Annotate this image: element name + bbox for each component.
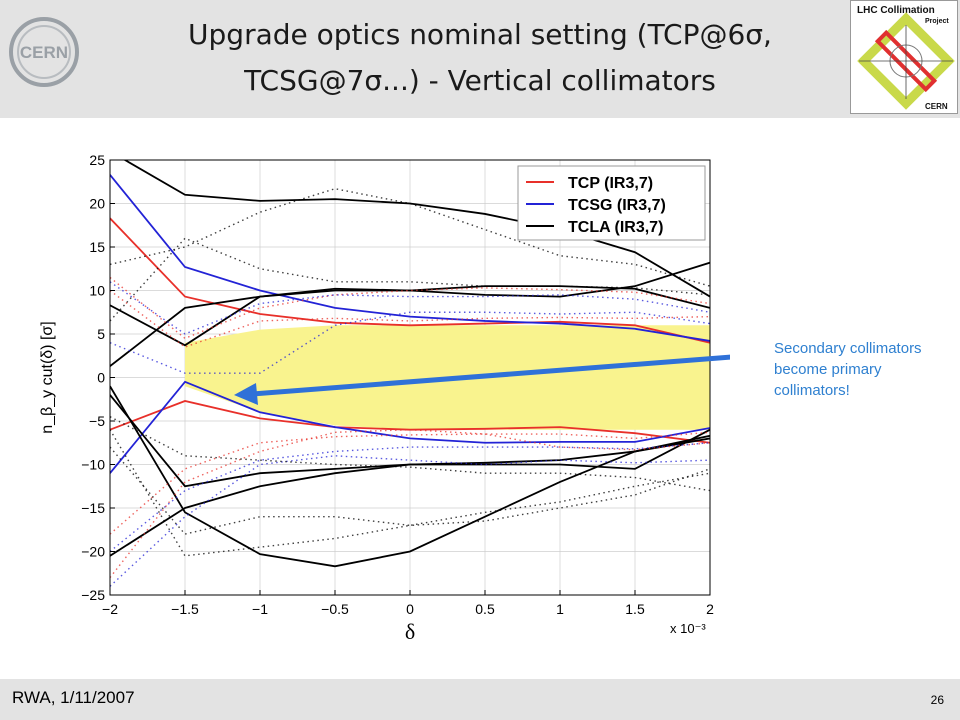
x-axis-label: δ [405,619,415,644]
lhc-logo-project: Project [925,18,949,25]
series-tcp-dotted-line [110,289,710,348]
x-tick-label: 2 [706,601,714,617]
chart-legend: TCP (IR3,7) TCSG (IR3,7) TCLA (IR3,7) [517,165,706,241]
series-tcla-solid-line [110,385,710,568]
y-tick-label: 15 [89,239,105,255]
x-tick-label: −1.5 [171,601,199,617]
series-tcsg-solid-line [110,174,710,342]
y-tick-label: −20 [81,544,105,560]
y-tick-label: 20 [89,196,105,212]
cern-logo-text: CERN [20,43,68,62]
legend-label: TCSG (IR3,7) [568,197,666,214]
y-tick-label: 5 [97,326,105,342]
lhc-collimation-logo: LHC Collimation Project CERN [850,0,958,114]
lhc-logo-cern: CERN [925,102,948,111]
slide-header [0,0,960,118]
y-axis-label: n_β_y cut(δ) [σ] [39,321,56,433]
x-tick-label: 1.5 [625,601,645,617]
footer-author-date: RWA, 1/11/2007 [12,688,135,707]
series-tcp-dotted-line [110,428,710,579]
x-tick-label: −0.5 [321,601,349,617]
title-line-1: Upgrade optics nominal setting (TCP@6σ, [188,18,772,51]
y-tick-label: 10 [89,283,105,299]
callout-text: Secondary collimators become primary col… [774,340,922,399]
slide-footer [0,679,960,720]
y-tick-label: −10 [81,457,105,473]
x-axis-multiplier: x 10⁻³ [670,621,706,636]
legend-label: TCLA (IR3,7) [568,219,663,236]
series-tcp-solid-line [110,217,710,344]
y-tick-label: −15 [81,500,105,516]
cern-logo: CERN [9,17,79,87]
x-tick-label: −2 [102,601,118,617]
title-line-2: TCSG@7σ...) - Vertical collimators [244,64,716,97]
series-tcsg-solid-line [110,380,710,474]
lhc-logo-title: LHC Collimation [857,5,935,16]
series-tcla-dotted-line [110,446,710,535]
series-tcp-solid-line [110,400,710,444]
series-tcsg-dotted-line [110,311,710,374]
y-tick-label: 25 [89,152,105,168]
chart-ticks: −25 −20 −15 −10 −5 0 5 10 15 20 25 −2 −1.5 −1 −0.5 0 0.5… [81,152,714,617]
x-tick-label: −1 [252,601,268,617]
x-tick-label: 0.5 [475,601,495,617]
callout-arrow [251,354,730,397]
series-tcla-dotted-line [110,416,710,492]
callout-arrow-head [234,383,258,405]
y-tick-label: −5 [89,413,105,429]
series-tcla-solid-line [110,285,710,367]
x-tick-label: 0 [406,601,414,617]
chart-series [110,160,710,587]
legend-label: TCP (IR3,7) [568,175,653,192]
y-tick-label: −25 [81,587,105,603]
series-tcp-dotted-line [110,431,710,535]
page-number: 26 [930,693,944,707]
series-tcla-solid-line [123,160,710,298]
y-tick-label: 0 [97,370,105,386]
series-tcla-solid-line [110,434,710,557]
slide-title: Upgrade optics nominal setting (TCP@6σ, … [130,12,830,104]
x-tick-label: 1 [556,601,564,617]
aperture-chart: −25 −20 −15 −10 −5 0 5 10 15 20 25 −2 −1.5 −1 −0.5 0 0.5… [39,152,730,644]
